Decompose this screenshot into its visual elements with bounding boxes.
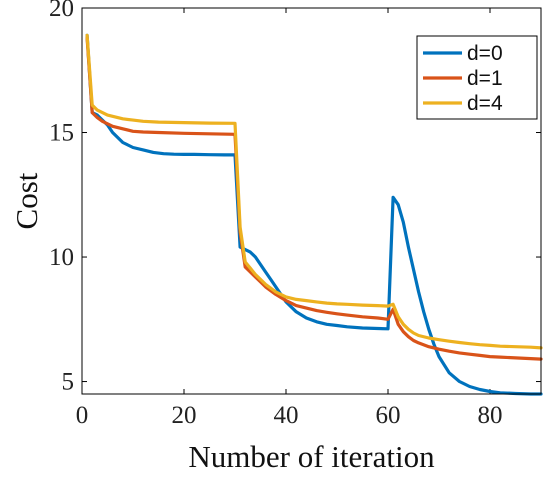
y-tick-label: 5 (62, 369, 75, 396)
y-axis-label: Cost (9, 172, 44, 229)
series-line-d-0 (85, 33, 543, 396)
legend: d=0d=1d=4 (416, 35, 538, 120)
x-axis-label: Number of iteration (188, 439, 435, 474)
y-axis-ticks: 5 10 15 20 (49, 0, 541, 396)
legend-entry-label: d=1 (467, 67, 503, 90)
x-tick-label: 40 (274, 402, 299, 429)
legend-entry-label: d=4 (467, 92, 503, 115)
series-line-d-4 (85, 33, 543, 350)
series-line-d-1 (85, 36, 543, 361)
legend-entry-label: d=0 (467, 42, 503, 65)
plot-frame (81, 7, 542, 395)
x-tick-label: 80 (478, 402, 503, 429)
x-tick-label: 20 (172, 402, 197, 429)
y-tick-label: 20 (49, 0, 74, 22)
x-tick-label: 60 (376, 402, 401, 429)
x-axis-ticks: 0 20 40 60 80 (76, 8, 503, 429)
y-tick-label: 10 (49, 244, 74, 271)
series-layer (85, 33, 543, 396)
x-tick-label: 0 (76, 402, 89, 429)
y-tick-label: 15 (49, 120, 74, 147)
